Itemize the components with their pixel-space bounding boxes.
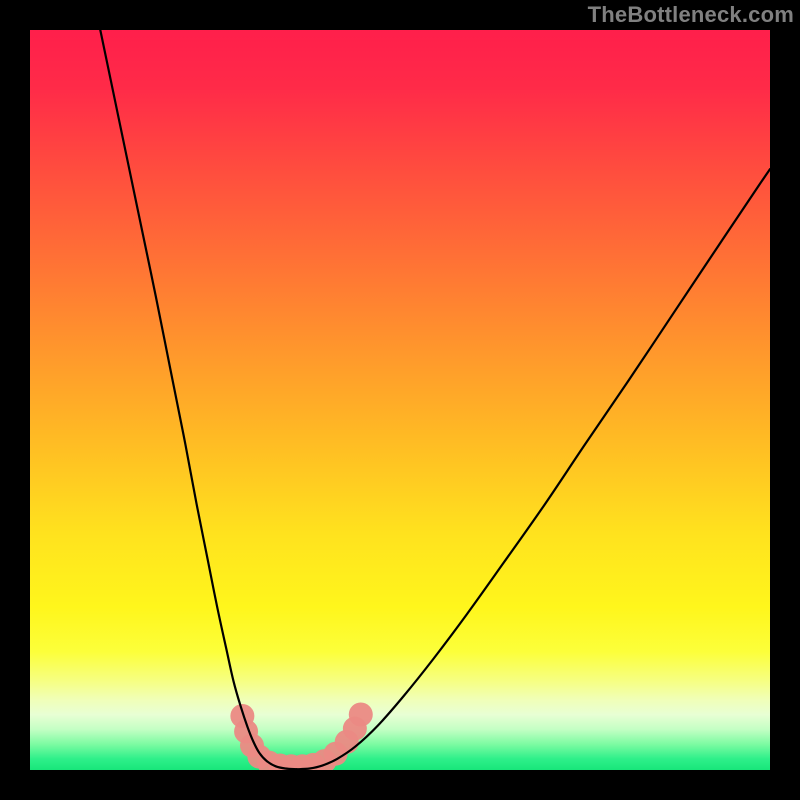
outer-frame: TheBottleneck.com — [0, 0, 800, 800]
curve-right — [296, 169, 770, 769]
watermark-text: TheBottleneck.com — [588, 2, 794, 28]
plot-area — [30, 30, 770, 770]
curve-left — [100, 30, 296, 769]
marker-blob — [349, 703, 373, 727]
curve-overlay — [30, 30, 770, 770]
